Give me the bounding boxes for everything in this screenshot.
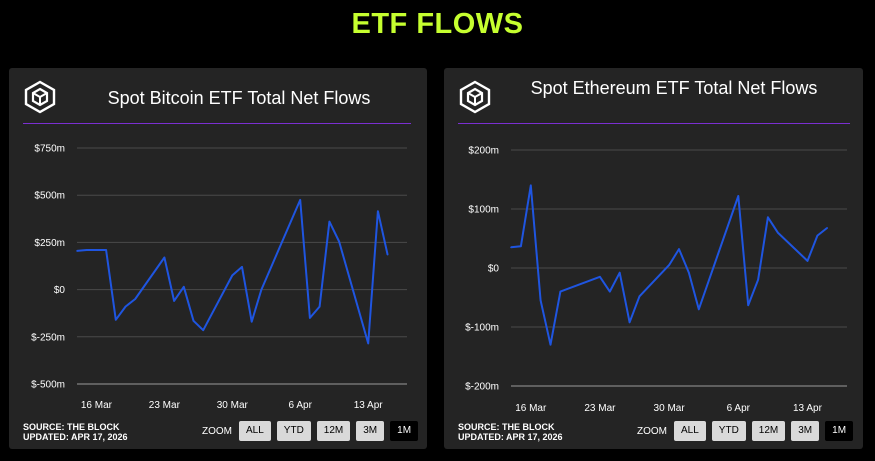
data-point: [539, 299, 542, 302]
data-point: [510, 246, 512, 249]
eth-plot-area: $200m $100m $0 $-100m $-200m 16 Mar 23 Mar 30 M…: [465, 146, 847, 414]
y-tick-label: $-200m: [465, 382, 499, 393]
data-point: [241, 266, 243, 268]
y-tick-label: $100m: [468, 205, 499, 216]
data-point: [520, 245, 522, 247]
source-note: SOURCE: THE BLOCK UPDATED: APR 17, 2026: [458, 422, 563, 442]
data-point: [697, 308, 700, 311]
x-tick-label: 30 Mar: [217, 400, 249, 411]
data-point: [192, 319, 195, 322]
data-point: [628, 321, 631, 324]
updated-text: UPDATED: APR 17, 2026: [458, 432, 563, 442]
data-point: [688, 271, 690, 274]
zoom-label: ZOOM: [202, 425, 232, 437]
y-tick-label: $-500m: [31, 380, 65, 391]
data-point: [757, 279, 759, 281]
y-tick-label: $250m: [34, 238, 65, 249]
data-point: [549, 343, 552, 346]
series-line: [76, 198, 389, 345]
data-point: [609, 290, 611, 293]
data-point: [559, 290, 562, 293]
data-point: [806, 260, 809, 262]
data-point: [299, 199, 302, 201]
data-point: [367, 342, 369, 345]
x-tick-label: 6 Apr: [727, 403, 751, 414]
data-point: [309, 317, 311, 319]
data-point: [260, 288, 263, 291]
chart-title: Spot Bitcoin ETF Total Net Flows: [107, 88, 371, 108]
title-divider: [458, 123, 850, 124]
data-point: [826, 227, 829, 229]
x-tick-label: 23 Mar: [584, 403, 616, 414]
the-block-cube-icon: [24, 80, 56, 114]
zoom-ytd-button[interactable]: YTD: [276, 421, 311, 441]
data-point: [377, 210, 379, 213]
page-title: ETF FLOWS: [351, 8, 524, 40]
zoom-1m-button[interactable]: 1M: [825, 421, 854, 441]
chart-title: Spot Ethereum ETF Total Net Flows: [530, 78, 818, 98]
data-point: [231, 274, 234, 277]
data-point: [115, 319, 117, 321]
zoom-1m-button[interactable]: 1M: [390, 421, 419, 441]
btc-chart-panel: Spot Bitcoin ETF Total Net Flows $750m $5…: [9, 68, 427, 449]
y-tick-label: $500m: [34, 191, 65, 202]
y-tick-label: $0: [488, 264, 500, 275]
data-point: [737, 195, 740, 197]
eth-chart-panel: Spot Ethereum ETF Total Net Flows $200m $…: [444, 68, 863, 449]
source-text: SOURCE: THE BLOCK: [23, 422, 120, 432]
data-point: [678, 248, 680, 250]
data-point: [668, 264, 670, 266]
y-tick-label: $750m: [34, 144, 65, 155]
data-point: [163, 256, 166, 259]
data-point: [76, 250, 78, 252]
data-point: [777, 231, 779, 234]
data-point: [173, 300, 175, 302]
x-tick-label: 23 Mar: [149, 400, 181, 411]
data-point: [618, 271, 621, 274]
data-point: [638, 295, 641, 298]
data-point: [386, 253, 389, 256]
zoom-3m-button[interactable]: 3M: [791, 421, 820, 441]
source-note: SOURCE: THE BLOCK UPDATED: APR 17, 2026: [23, 422, 128, 442]
data-point: [182, 285, 185, 288]
title-divider: [23, 123, 411, 124]
zoom-12m-button[interactable]: 12M: [751, 421, 786, 441]
y-tick-label: $0: [54, 285, 66, 296]
zoom-12m-button[interactable]: 12M: [316, 421, 351, 441]
data-point: [105, 249, 107, 251]
data-point: [767, 216, 769, 219]
x-tick-label: 6 Apr: [289, 400, 313, 411]
data-point: [328, 220, 331, 223]
data-point: [85, 249, 88, 251]
x-tick-label: 13 Apr: [354, 400, 384, 411]
zoom-label: ZOOM: [637, 425, 667, 437]
data-point: [318, 305, 321, 308]
zoom-3m-button[interactable]: 3M: [356, 421, 385, 441]
data-point: [338, 240, 340, 243]
x-tick-label: 16 Mar: [81, 400, 113, 411]
y-tick-label: $-250m: [31, 332, 65, 343]
data-point: [529, 184, 532, 187]
x-tick-label: 30 Mar: [654, 403, 686, 414]
data-point: [816, 234, 819, 237]
updated-text: UPDATED: APR 17, 2026: [23, 432, 128, 442]
zoom-all-button[interactable]: ALL: [674, 421, 706, 441]
data-point: [202, 329, 204, 331]
data-point: [599, 276, 601, 278]
the-block-cube-icon: [459, 80, 491, 114]
data-point: [134, 298, 137, 300]
x-tick-label: 16 Mar: [515, 403, 547, 414]
data-point: [747, 304, 749, 306]
x-tick-label: 13 Apr: [793, 403, 823, 414]
y-tick-label: $-100m: [465, 323, 499, 334]
data-point: [124, 305, 127, 308]
zoom-ytd-button[interactable]: YTD: [711, 421, 746, 441]
zoom-all-button[interactable]: ALL: [239, 421, 271, 441]
data-point: [250, 320, 253, 323]
source-text: SOURCE: THE BLOCK: [458, 422, 555, 432]
y-tick-label: $200m: [468, 146, 499, 157]
btc-plot-area: $750m $500m $250m $0 $-250m $-500m 16 Mar 23 Ma…: [31, 144, 407, 411]
zoom-controls: ZOOM ALL YTD 12M 3M 1M: [202, 421, 424, 441]
zoom-controls: ZOOM ALL YTD 12M 3M 1M: [637, 421, 859, 441]
